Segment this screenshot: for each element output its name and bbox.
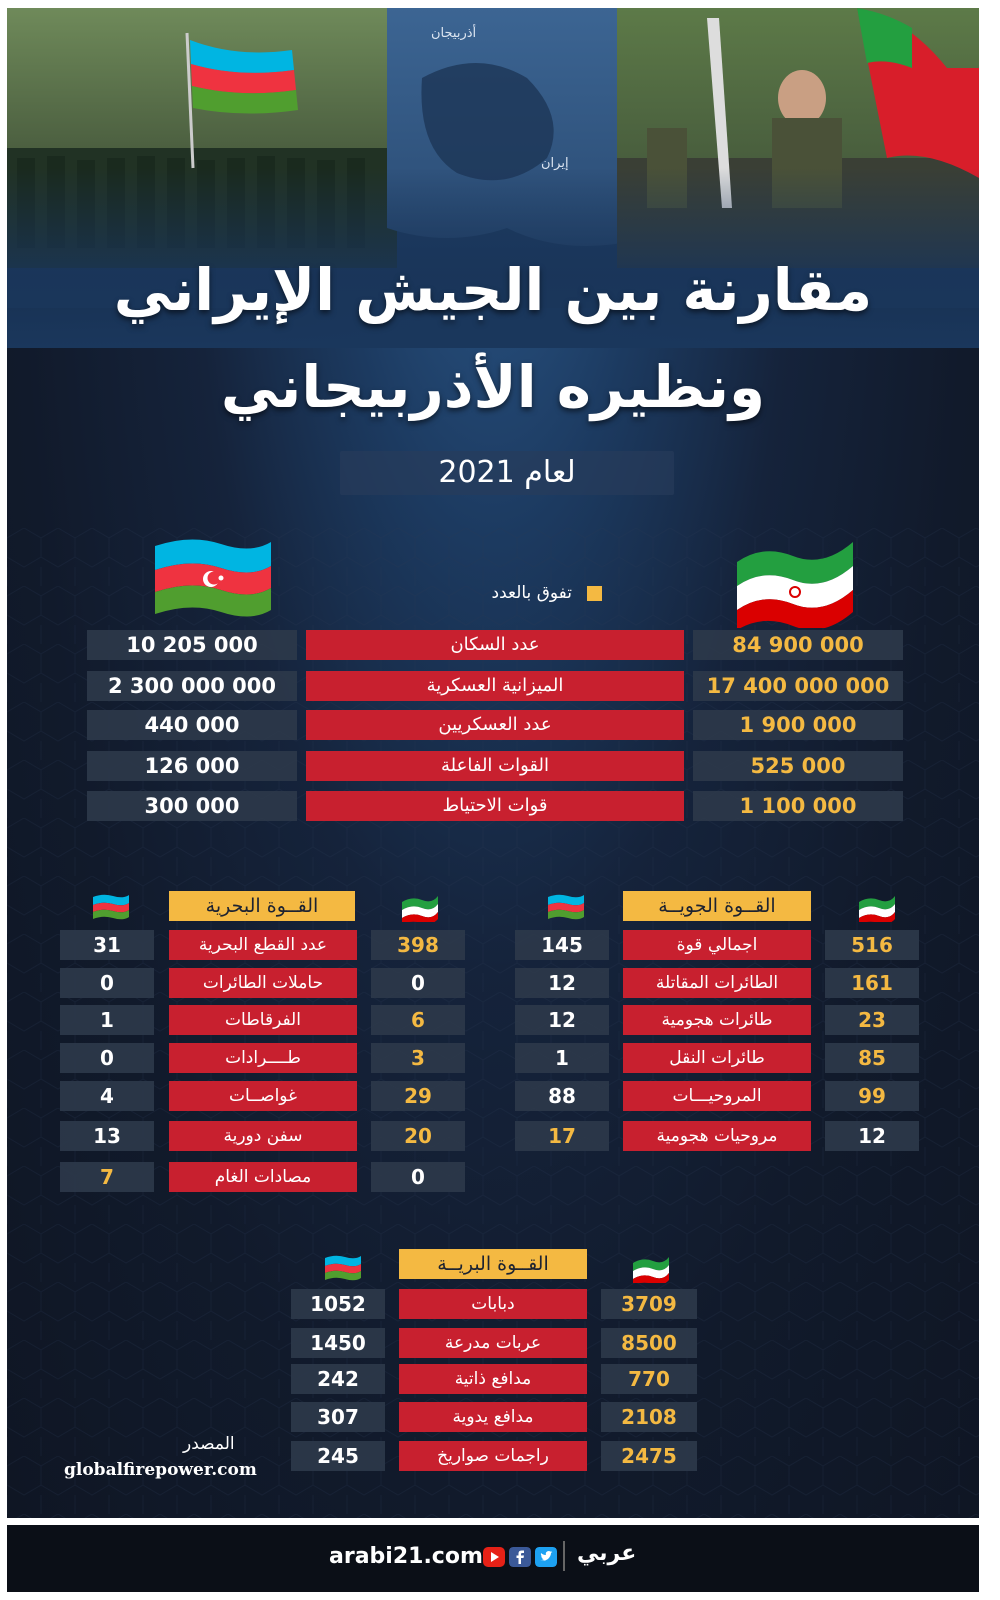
legend-label: تفوق بالعدد bbox=[491, 583, 573, 603]
naval-section-title: القــوة البحرية bbox=[169, 891, 355, 921]
naval-row-label: مصادات الغام bbox=[169, 1162, 357, 1192]
main-row-label: عدد السكان bbox=[306, 630, 684, 660]
main-iran-value: 84 900 000 bbox=[693, 630, 903, 660]
air-row-label: طائرات هجومية bbox=[623, 1005, 811, 1035]
header-fade-overlay bbox=[7, 168, 979, 348]
naval-azerbaijan-value: 0 bbox=[60, 1043, 154, 1073]
land-azerbaijan-value: 1052 bbox=[291, 1289, 385, 1319]
land-row-label: راجمات صواريخ bbox=[399, 1441, 587, 1471]
air-row-label: طائرات النقل bbox=[623, 1043, 811, 1073]
air-row-label: مروحيات هجومية bbox=[623, 1121, 811, 1151]
land-iran-value: 8500 bbox=[601, 1328, 697, 1358]
air-iran-value: 23 bbox=[825, 1005, 919, 1035]
main-azerbaijan-value: 300 000 bbox=[87, 791, 297, 821]
land-azerbaijan-value: 1450 bbox=[291, 1328, 385, 1358]
footer-site-link[interactable]: arabi21.com bbox=[329, 1544, 483, 1569]
naval-iran-value: 29 bbox=[371, 1081, 465, 1111]
main-row-label: قوات الاحتياط bbox=[306, 791, 684, 821]
land-iran-value: 3709 bbox=[601, 1289, 697, 1319]
iran-flag-icon bbox=[402, 896, 438, 922]
naval-iran-value: 6 bbox=[371, 1005, 465, 1035]
air-iran-value: 85 bbox=[825, 1043, 919, 1073]
land-azerbaijan-value: 245 bbox=[291, 1441, 385, 1471]
air-azerbaijan-value: 145 bbox=[515, 930, 609, 960]
naval-iran-value: 0 bbox=[371, 968, 465, 998]
land-iran-value: 2108 bbox=[601, 1402, 697, 1432]
naval-azerbaijan-value: 13 bbox=[60, 1121, 154, 1151]
main-azerbaijan-value: 126 000 bbox=[87, 751, 297, 781]
title-line-1: مقارنة بين الجيش الإيراني bbox=[113, 256, 873, 324]
infographic-poster: أذربيجان إيران مقارنة بين الجيش الإيراني… bbox=[7, 8, 979, 1518]
footer-brand-logo[interactable]: عربي bbox=[577, 1541, 637, 1566]
air-row-label: اجمالي قوة bbox=[623, 930, 811, 960]
source-url: globalfirepower.com bbox=[64, 1460, 257, 1480]
air-iran-value: 12 bbox=[825, 1121, 919, 1151]
naval-iran-value: 398 bbox=[371, 930, 465, 960]
main-iran-value: 17 400 000 000 bbox=[693, 671, 903, 701]
naval-row-label: الفرقاطات bbox=[169, 1005, 357, 1035]
naval-iran-value: 0 bbox=[371, 1162, 465, 1192]
land-iran-value: 770 bbox=[601, 1364, 697, 1394]
legend-gold-swatch bbox=[587, 586, 602, 601]
map-label-azerbaijan: أذربيجان bbox=[431, 26, 477, 41]
land-row-label: مدافع ذاتية bbox=[399, 1364, 587, 1394]
land-row-label: دبابات bbox=[399, 1289, 587, 1319]
air-azerbaijan-value: 12 bbox=[515, 1005, 609, 1035]
twitter-icon[interactable] bbox=[535, 1547, 557, 1567]
air-iran-value: 99 bbox=[825, 1081, 919, 1111]
land-section-title: القــوة البريــة bbox=[399, 1249, 587, 1279]
naval-azerbaijan-value: 0 bbox=[60, 968, 154, 998]
air-section-title: القــوة الجويــة bbox=[623, 891, 811, 921]
naval-azerbaijan-value: 1 bbox=[60, 1005, 154, 1035]
naval-row-label: حاملات الطائرات bbox=[169, 968, 357, 998]
naval-iran-value: 20 bbox=[371, 1121, 465, 1151]
air-row-label: الطائرات المقاتلة bbox=[623, 968, 811, 998]
naval-row-label: عدد القطع البحرية bbox=[169, 930, 357, 960]
source-label: المصدر bbox=[183, 1434, 235, 1454]
land-azerbaijan-value: 242 bbox=[291, 1364, 385, 1394]
main-row-label: الميزانية العسكرية bbox=[306, 671, 684, 701]
map-label-iran: إيران bbox=[541, 156, 569, 171]
main-row-label: القوات الفاعلة bbox=[306, 751, 684, 781]
main-iran-value: 525 000 bbox=[693, 751, 903, 781]
year-badge: لعام 2021 bbox=[340, 451, 674, 495]
land-azerbaijan-value: 307 bbox=[291, 1402, 385, 1432]
main-iran-value: 1 900 000 bbox=[693, 710, 903, 740]
footer-divider bbox=[563, 1541, 565, 1571]
air-azerbaijan-value: 1 bbox=[515, 1043, 609, 1073]
main-row-label: عدد العسكريين bbox=[306, 710, 684, 740]
naval-azerbaijan-value: 4 bbox=[60, 1081, 154, 1111]
azerbaijan-flag-icon bbox=[155, 539, 271, 617]
naval-azerbaijan-value: 7 bbox=[60, 1162, 154, 1192]
azerbaijan-flag-icon bbox=[93, 894, 129, 920]
naval-azerbaijan-value: 31 bbox=[60, 930, 154, 960]
air-azerbaijan-value: 88 bbox=[515, 1081, 609, 1111]
azerbaijan-flag-icon bbox=[548, 894, 584, 920]
youtube-icon[interactable] bbox=[483, 1547, 505, 1567]
land-row-label: مدافع يدوية bbox=[399, 1402, 587, 1432]
air-iran-value: 516 bbox=[825, 930, 919, 960]
footer-bar: arabi21.com عربي bbox=[7, 1525, 979, 1592]
air-azerbaijan-value: 12 bbox=[515, 968, 609, 998]
azerbaijan-flag-icon bbox=[325, 1255, 361, 1281]
air-azerbaijan-value: 17 bbox=[515, 1121, 609, 1151]
naval-row-label: طــــرادات bbox=[169, 1043, 357, 1073]
land-iran-value: 2475 bbox=[601, 1441, 697, 1471]
main-azerbaijan-value: 2 300 000 000 bbox=[87, 671, 297, 701]
air-iran-value: 161 bbox=[825, 968, 919, 998]
iran-flag-icon bbox=[859, 896, 895, 922]
main-iran-value: 1 100 000 bbox=[693, 791, 903, 821]
iran-flag-icon bbox=[737, 542, 853, 628]
main-azerbaijan-value: 440 000 bbox=[87, 710, 297, 740]
title-line-2: ونظيره الأذربيجاني bbox=[220, 353, 766, 421]
land-row-label: عربات مدرعة bbox=[399, 1328, 587, 1358]
naval-iran-value: 3 bbox=[371, 1043, 465, 1073]
air-row-label: المروحيـــات bbox=[623, 1081, 811, 1111]
iran-flag-icon bbox=[633, 1257, 669, 1283]
naval-row-label: غواصــات bbox=[169, 1081, 357, 1111]
main-azerbaijan-value: 10 205 000 bbox=[87, 630, 297, 660]
legend: تفوق بالعدد bbox=[432, 580, 632, 606]
naval-row-label: سفن دورية bbox=[169, 1121, 357, 1151]
facebook-icon[interactable] bbox=[509, 1547, 531, 1567]
